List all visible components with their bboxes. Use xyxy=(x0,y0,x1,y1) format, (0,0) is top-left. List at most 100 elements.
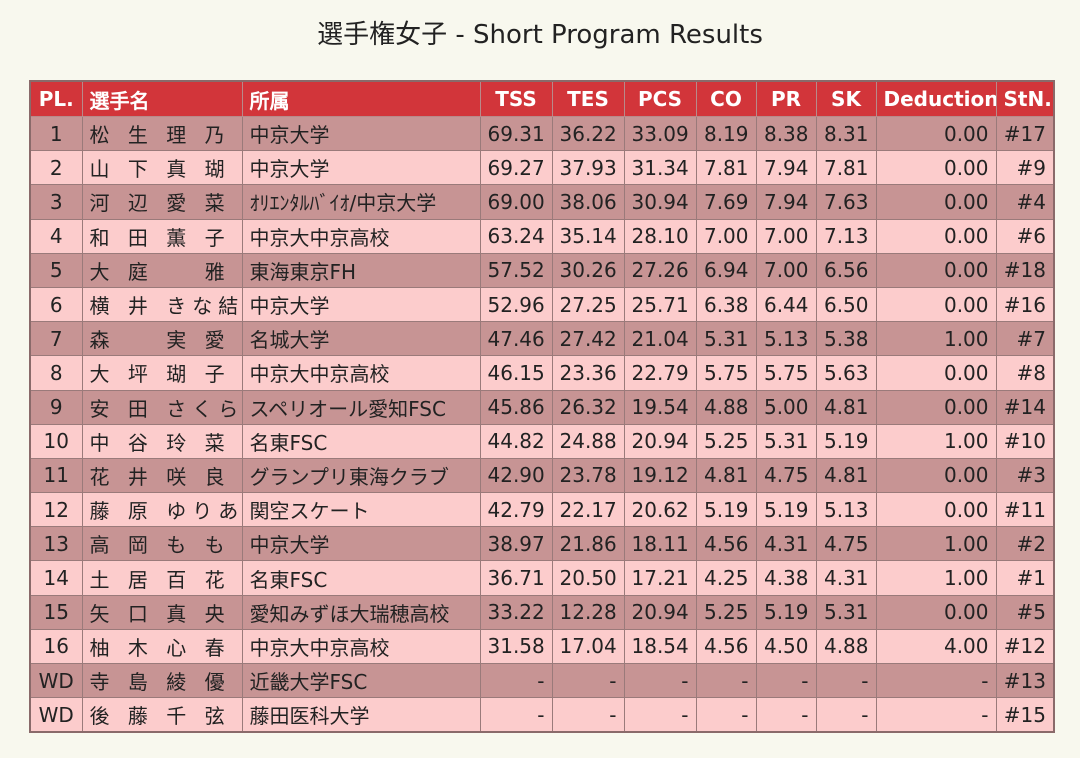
cell-tes: 35.14 xyxy=(551,218,625,254)
cell-skater-name: 河 辺 愛 菜 xyxy=(81,184,243,220)
cell-co: 5.19 xyxy=(695,492,757,528)
header-pl: PL. xyxy=(29,80,83,117)
cell-pcs: - xyxy=(623,662,697,699)
cell-pcs: 17.21 xyxy=(623,560,697,596)
cell-place: 16 xyxy=(29,628,83,665)
cell-deduction: 0.00 xyxy=(875,492,997,528)
cell-place: 11 xyxy=(29,457,83,494)
cell-place: 4 xyxy=(29,218,83,254)
table-row: WD 後 藤 千 弦藤田医科大学 - - - - - - - #15 xyxy=(29,697,1055,733)
header-row: PL. 選手名 所属 TSS TES PCS CO PR SK Deductio… xyxy=(29,80,1055,117)
cell-club: 関空スケート xyxy=(241,492,481,528)
header-deduction: Deduction xyxy=(875,80,997,117)
cell-sk: 6.50 xyxy=(815,286,877,323)
cell-skater-name: 安 田 さくら xyxy=(81,389,243,425)
cell-deduction: 0.00 xyxy=(875,184,997,220)
cell-skater-name: 藤 原 ゆりあ xyxy=(81,492,243,528)
cell-club: スペリオール愛知FSC xyxy=(241,389,481,425)
cell-place: 3 xyxy=(29,184,83,220)
cell-co: 4.88 xyxy=(695,389,757,425)
cell-deduction: 0.00 xyxy=(875,457,997,494)
cell-co: 6.94 xyxy=(695,252,757,288)
cell-place: 15 xyxy=(29,594,83,630)
cell-pr: 6.44 xyxy=(755,286,817,323)
cell-pr: 5.13 xyxy=(755,321,817,357)
cell-pcs: 21.04 xyxy=(623,321,697,357)
cell-sk: - xyxy=(815,697,877,733)
cell-pr: 7.00 xyxy=(755,218,817,254)
cell-pcs: 30.94 xyxy=(623,184,697,220)
cell-pcs: 19.54 xyxy=(623,389,697,425)
cell-deduction: 0.00 xyxy=(875,115,997,152)
cell-club: 近畿大学FSC xyxy=(241,662,481,699)
table-row: 15 矢 口 真 央愛知みずほ大瑞穂高校 33.22 12.28 20.94 5.25 5.… xyxy=(29,594,1055,630)
cell-start-number: #18 xyxy=(995,252,1055,288)
cell-tss: 31.58 xyxy=(479,628,553,665)
cell-pr: 5.31 xyxy=(755,423,817,459)
cell-sk: 4.81 xyxy=(815,457,877,494)
cell-pcs: 20.62 xyxy=(623,492,697,528)
cell-pcs: 25.71 xyxy=(623,286,697,323)
table-row: 16 柚 木 心 春中京大中京高校 31.58 17.04 18.54 4.56 4.50 4… xyxy=(29,628,1055,665)
cell-tss: 69.31 xyxy=(479,115,553,152)
cell-tes: 17.04 xyxy=(551,628,625,665)
cell-tss: 47.46 xyxy=(479,321,553,357)
cell-tss: 42.79 xyxy=(479,492,553,528)
cell-co: 7.00 xyxy=(695,218,757,254)
cell-pr: - xyxy=(755,697,817,733)
cell-tes: 38.06 xyxy=(551,184,625,220)
cell-skater-name: 後 藤 千 弦 xyxy=(81,697,243,733)
cell-pr: 7.94 xyxy=(755,150,817,186)
table-row: 11 花 井 咲 良グランプリ東海クラブ 42.90 23.78 19.12 4.81 4.… xyxy=(29,457,1055,494)
cell-tes: 27.25 xyxy=(551,286,625,323)
cell-pr: 7.94 xyxy=(755,184,817,220)
cell-start-number: #2 xyxy=(995,526,1055,562)
cell-co: 5.25 xyxy=(695,594,757,630)
cell-pcs: 19.12 xyxy=(623,457,697,494)
cell-deduction: 1.00 xyxy=(875,321,997,357)
cell-start-number: #11 xyxy=(995,492,1055,528)
cell-tes: 26.32 xyxy=(551,389,625,425)
cell-tes: 21.86 xyxy=(551,526,625,562)
cell-tes: 23.78 xyxy=(551,457,625,494)
cell-sk: 7.63 xyxy=(815,184,877,220)
cell-pcs: 20.94 xyxy=(623,423,697,459)
cell-pcs: 18.11 xyxy=(623,526,697,562)
cell-pcs: 31.34 xyxy=(623,150,697,186)
cell-sk: 7.13 xyxy=(815,218,877,254)
cell-tss: 52.96 xyxy=(479,286,553,323)
cell-deduction: 0.00 xyxy=(875,286,997,323)
cell-tes: - xyxy=(551,697,625,733)
cell-tss: 36.71 xyxy=(479,560,553,596)
cell-deduction: 1.00 xyxy=(875,560,997,596)
cell-pcs: 22.79 xyxy=(623,355,697,391)
cell-sk: 5.38 xyxy=(815,321,877,357)
cell-pr: 5.00 xyxy=(755,389,817,425)
cell-tes: 24.88 xyxy=(551,423,625,459)
cell-skater-name: 矢 口 真 央 xyxy=(81,594,243,630)
header-tss: TSS xyxy=(479,80,553,117)
table-row: 14 土 居 百 花名東FSC 36.71 20.50 17.21 4.25 4.38 4.3… xyxy=(29,560,1055,596)
cell-co: 5.31 xyxy=(695,321,757,357)
cell-pr: 8.38 xyxy=(755,115,817,152)
cell-club: 中京大学 xyxy=(241,526,481,562)
cell-pcs: 27.26 xyxy=(623,252,697,288)
cell-start-number: #8 xyxy=(995,355,1055,391)
header-stn: StN. xyxy=(995,80,1055,117)
cell-pr: - xyxy=(755,662,817,699)
cell-deduction: 4.00 xyxy=(875,628,997,665)
header-pr: PR xyxy=(755,80,817,117)
cell-sk: 5.31 xyxy=(815,594,877,630)
cell-skater-name: 中 谷 玲 菜 xyxy=(81,423,243,459)
cell-tss: 46.15 xyxy=(479,355,553,391)
cell-tes: - xyxy=(551,662,625,699)
cell-co: 4.56 xyxy=(695,526,757,562)
cell-start-number: #4 xyxy=(995,184,1055,220)
page-title: 選手権女子 - Short Program Results xyxy=(317,20,763,50)
cell-pr: 5.75 xyxy=(755,355,817,391)
